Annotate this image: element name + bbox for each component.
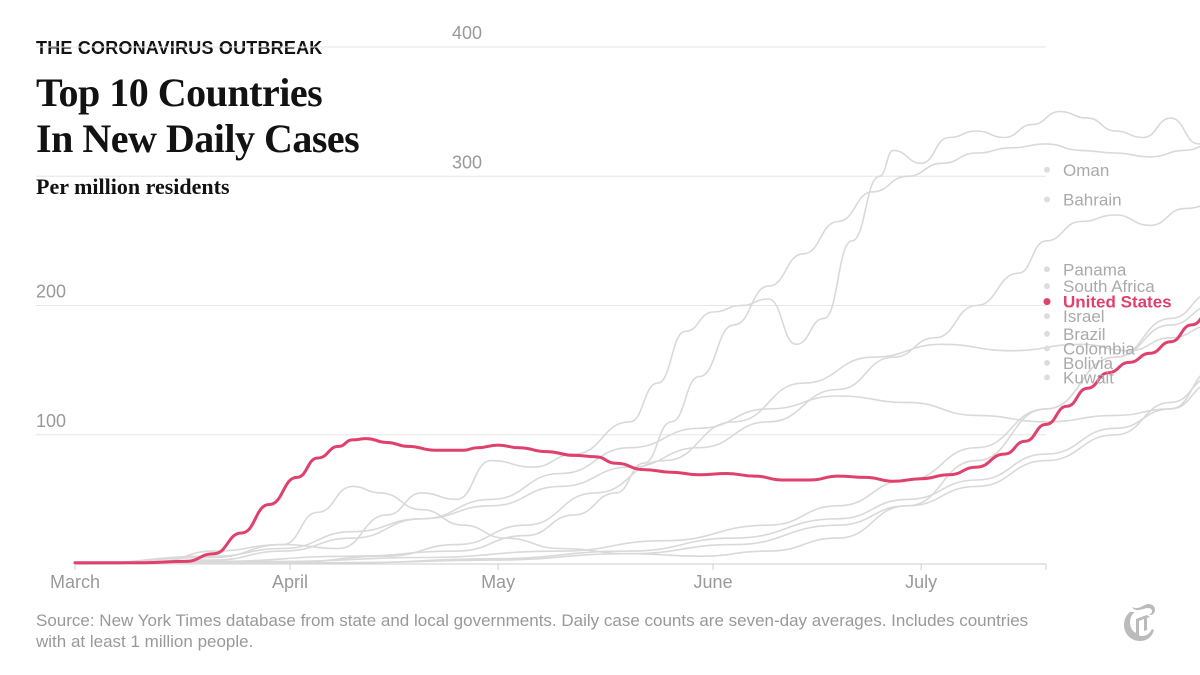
series-line-united-states xyxy=(73,316,1200,565)
end-dot-israel xyxy=(1044,313,1050,320)
x-tick-label-april: April xyxy=(272,572,308,592)
series-line-south-africa xyxy=(74,295,1200,565)
highlight-series xyxy=(73,316,1200,565)
end-label-panama: Panama xyxy=(1063,260,1127,279)
end-dot-colombia xyxy=(1044,345,1050,352)
end-label-colombia: Colombia xyxy=(1063,339,1135,358)
chart-subtitle: Per million residents xyxy=(36,174,230,199)
y-tick-label-100: 100 xyxy=(36,411,66,431)
end-label-kuwait: Kuwait xyxy=(1063,368,1114,387)
series-line-kuwait xyxy=(74,386,1200,565)
line-chart: 100 200 300 400 March April May June July Oman B… xyxy=(36,23,1200,592)
end-dot-brazil xyxy=(1044,330,1050,337)
x-tick-label-may: May xyxy=(481,572,515,592)
y-tick-label-200: 200 xyxy=(36,282,66,302)
series-line-bolivia xyxy=(74,375,1200,565)
end-dot-bahrain xyxy=(1044,196,1050,203)
end-label-bolivia: Bolivia xyxy=(1063,354,1114,373)
series-line-israel xyxy=(74,307,1200,565)
x-tick-label-march: March xyxy=(50,572,100,592)
x-axis: March April May June July xyxy=(50,563,1047,592)
chart-title-line-2: In New Daily Cases xyxy=(36,116,360,161)
end-dot-kuwait xyxy=(1044,374,1050,381)
y-tick-label-300: 300 xyxy=(452,152,482,172)
series-line-panama xyxy=(74,205,1200,565)
section-kicker: THE CORONAVIRUS OUTBREAK xyxy=(36,38,323,58)
end-label-brazil: Brazil xyxy=(1063,325,1106,344)
x-tick-label-june: June xyxy=(694,572,733,592)
end-dot-bolivia xyxy=(1044,359,1050,366)
y-tick-label-400: 400 xyxy=(452,23,482,43)
x-tick-label-july: July xyxy=(905,572,937,592)
nyt-t-logo-icon xyxy=(1124,604,1155,641)
gridlines xyxy=(36,46,1046,436)
end-dot-south-africa xyxy=(1044,283,1050,290)
series-line-oman xyxy=(74,143,1200,565)
series-line-brazil xyxy=(74,326,1200,565)
series-line-bahrain xyxy=(74,110,1200,565)
end-label-oman: Oman xyxy=(1063,161,1109,180)
end-label-israel: Israel xyxy=(1063,307,1105,326)
end-label-united-states: United States xyxy=(1063,293,1172,312)
series-line-colombia xyxy=(74,379,1200,565)
background-series xyxy=(74,110,1200,565)
end-label-bahrain: Bahrain xyxy=(1063,191,1122,210)
end-dot-panama xyxy=(1044,266,1050,273)
end-dot-oman xyxy=(1044,166,1050,173)
source-note: Source: New York Times database from sta… xyxy=(36,611,1029,651)
end-label-south-africa: South Africa xyxy=(1063,277,1155,296)
y-axis-tick-labels: 100 200 300 400 xyxy=(36,23,482,431)
end-dot-united-states xyxy=(1043,298,1051,306)
chart-title: Top 10 Countries In New Daily Cases xyxy=(36,70,360,162)
chart-title-line-1: Top 10 Countries xyxy=(36,70,323,115)
